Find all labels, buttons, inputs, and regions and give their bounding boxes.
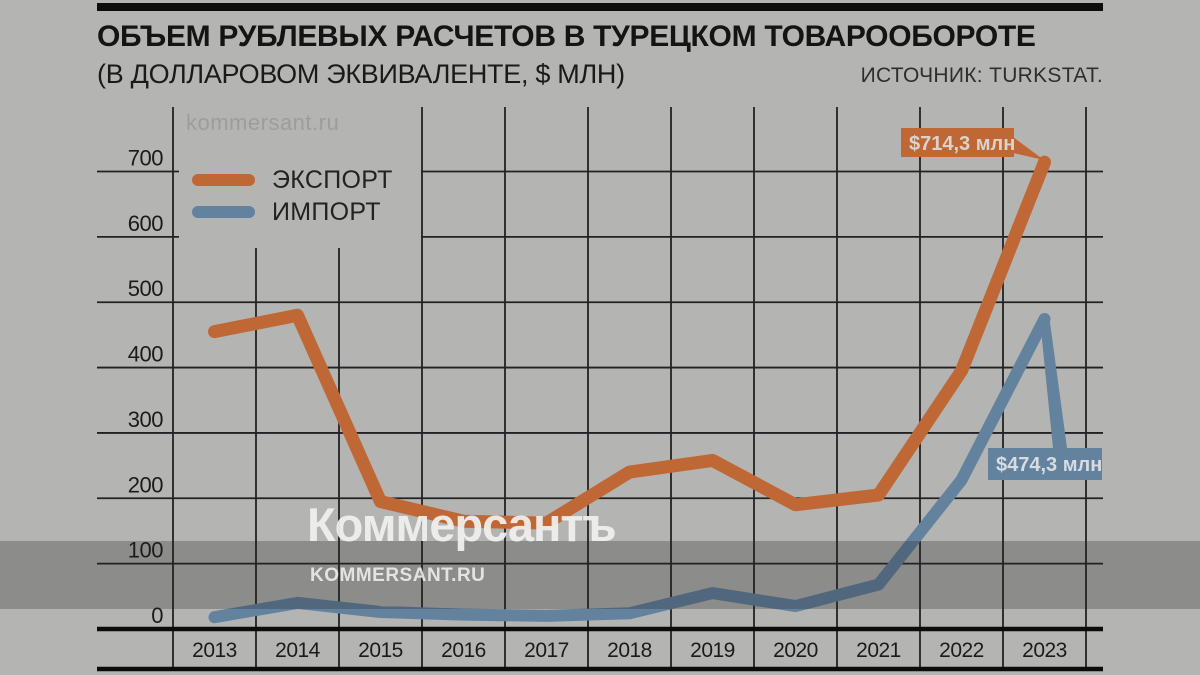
x-axis-year-label: 2017	[524, 639, 569, 662]
import-legend-label: ИМПОРТ	[272, 197, 381, 226]
axis-layer: 0 100 200 300 400 500 600 700 2013 2014 2015 2016 20…	[97, 146, 1103, 672]
export-data-line	[208, 155, 1051, 530]
kommersant-logo-watermark: Коммерсантъ	[307, 498, 617, 551]
chart-title: ОБЪЕМ РУБЛЕВЫХ РАСЧЕТОВ В ТУРЕЦКОМ ТОВАР…	[97, 20, 1036, 53]
grid-layer	[97, 107, 1103, 669]
chart-subtitle: (В ДОЛЛАРОВОМ ЭКВИВАЛЕНТЕ, $ МЛН)	[97, 59, 625, 89]
export-callout-pointer	[1013, 137, 1044, 160]
y-axis-tick-label: 200	[128, 472, 163, 497]
x-axis-year-label: 2015	[358, 639, 403, 662]
y-axis-tick-label: 300	[128, 407, 163, 432]
x-axis-year-label: 2016	[441, 639, 486, 662]
import-callout-label: $474,3 млн	[996, 454, 1102, 476]
export-callout-label: $714,3 млн	[909, 133, 1015, 155]
y-axis-tick-label: 700	[128, 146, 163, 171]
import-line-swatch	[192, 206, 255, 218]
import-callout-box	[988, 448, 1102, 480]
y-axis-tick-label: 600	[128, 211, 163, 236]
series-layer	[208, 155, 1051, 624]
x-axis-year-label: 2021	[856, 639, 901, 662]
x-axis-year-label: 2019	[690, 639, 735, 662]
export-callout-box	[901, 128, 1014, 157]
y-axis-tick-label: 100	[128, 538, 163, 563]
top-accent-bar	[97, 3, 1103, 11]
x-axis-year-label: 2022	[939, 639, 984, 662]
y-axis-tick-label: 400	[128, 342, 163, 367]
kommersant-url-watermark: KOMMERSANT.RU	[310, 565, 486, 586]
x-axis-year-label: 2014	[275, 639, 321, 662]
legend-item-export: ЭКСПОРТ	[192, 164, 393, 196]
export-line-swatch	[192, 174, 255, 186]
chart-legend: ЭКСПОРТ ИМПОРТ	[192, 164, 393, 228]
x-axis-year-label: 2018	[607, 639, 652, 662]
source-label: ИСТОЧНИК: TURKSTAT.	[860, 64, 1103, 87]
y-axis-tick-label: 500	[128, 276, 163, 301]
export-legend-label: ЭКСПОРТ	[272, 165, 393, 194]
callout-layer: $714,3 млн $474,3 млн	[901, 128, 1102, 480]
import-callout-pointer	[1040, 315, 1067, 448]
x-axis-year-label: 2023	[1022, 639, 1067, 662]
import-data-line	[208, 313, 1051, 624]
y-axis-tick-label: 0	[151, 603, 163, 628]
x-axis-year-label: 2013	[192, 639, 237, 662]
kommersant-ru-watermark: kommersant.ru	[186, 110, 340, 135]
legend-item-import: ИМПОРТ	[192, 196, 393, 228]
x-axis-year-label: 2020	[773, 639, 818, 662]
